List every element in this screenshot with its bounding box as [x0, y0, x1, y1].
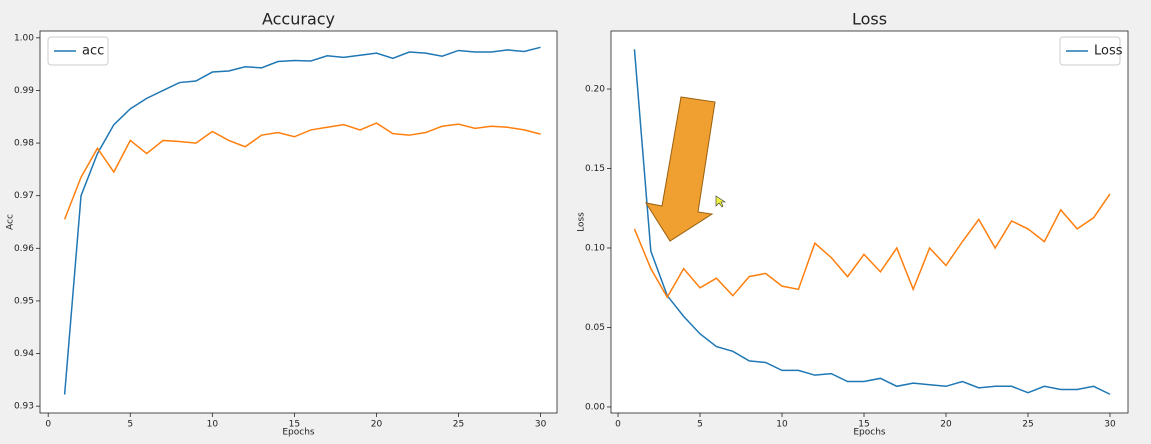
- y-tick-label: 0.96: [14, 244, 34, 254]
- x-tick-label: 10: [776, 420, 788, 430]
- legend-box: [47, 36, 109, 66]
- x-axis-label: Epochs: [282, 428, 315, 438]
- y-tick-label: 0.15: [585, 164, 605, 174]
- legend-label: acc: [82, 44, 104, 59]
- chart-title: Loss: [852, 10, 887, 29]
- mouse-cursor: [715, 195, 726, 208]
- legend-label: Loss: [1094, 44, 1123, 59]
- annotation-arrow: [644, 96, 716, 242]
- x-tick-label: 0: [45, 420, 51, 430]
- x-axis-label: Epochs: [853, 428, 886, 438]
- x-tick-label: 0: [615, 420, 621, 430]
- y-tick-label: 1.00: [14, 33, 34, 43]
- series-line: [633, 49, 1111, 395]
- y-tick-label: 0.20: [585, 85, 605, 95]
- series-line: [633, 193, 1111, 299]
- y-tick-label: 0.93: [14, 402, 34, 412]
- x-tick-label: 15: [289, 420, 300, 430]
- series-line: [63, 122, 541, 220]
- x-tick-label: 25: [453, 420, 464, 430]
- y-tick-label: 0.97: [14, 191, 34, 201]
- x-tick-label: 20: [940, 420, 952, 430]
- x-tick-label: 10: [207, 420, 219, 430]
- y-tick-label: 0.95: [14, 296, 34, 306]
- x-tick-label: 25: [1022, 420, 1033, 430]
- x-tick-label: 30: [1104, 420, 1116, 430]
- y-tick-label: 0.05: [585, 323, 605, 333]
- x-tick-label: 5: [127, 420, 133, 430]
- x-tick-label: 20: [371, 420, 383, 430]
- y-tick-label: 0.10: [585, 243, 605, 253]
- y-axis-label: Acc: [6, 214, 16, 230]
- y-tick-label: 0.94: [14, 349, 34, 359]
- x-tick-label: 30: [535, 420, 547, 430]
- legend-box: [1059, 36, 1121, 66]
- series-line: [63, 46, 541, 395]
- y-tick-label: 0.98: [14, 139, 34, 149]
- x-tick-label: 5: [697, 420, 703, 430]
- x-tick-label: 15: [858, 420, 869, 430]
- y-axis-label: Loss: [577, 212, 587, 232]
- plot-area: [39, 30, 558, 414]
- y-tick-label: 0.00: [585, 402, 605, 412]
- chart-title: Accuracy: [262, 10, 335, 29]
- y-tick-label: 0.99: [14, 86, 34, 96]
